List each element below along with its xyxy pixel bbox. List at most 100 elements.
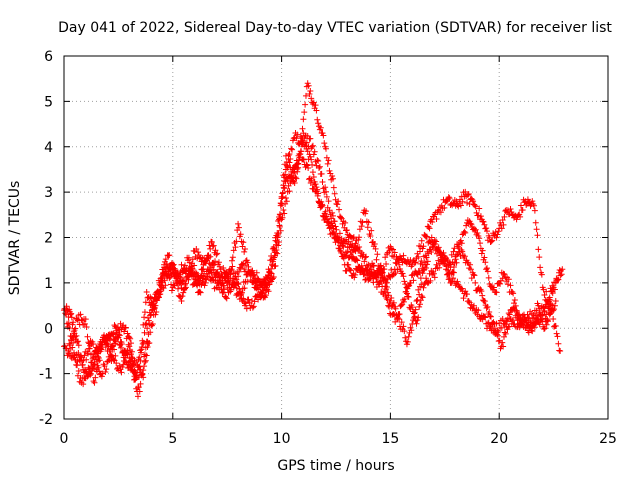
data-point-receiver-1 bbox=[307, 153, 314, 160]
y-tick-label: -1 bbox=[39, 367, 53, 383]
data-point-receiver-2 bbox=[545, 296, 552, 303]
data-point-receiver-4 bbox=[144, 325, 151, 332]
data-point-receiver-4 bbox=[287, 173, 294, 180]
data-point-receiver-4 bbox=[470, 271, 477, 278]
data-point-receiver-4 bbox=[272, 252, 279, 259]
data-point-receiver-4 bbox=[220, 282, 227, 289]
data-point-receiver-4 bbox=[102, 369, 109, 376]
data-point-receiver-4 bbox=[136, 354, 143, 361]
data-point-receiver-2 bbox=[91, 360, 98, 367]
data-point-receiver-3 bbox=[152, 311, 159, 318]
data-point-receiver-2 bbox=[339, 220, 346, 227]
data-point-receiver-4 bbox=[191, 262, 198, 269]
x-tick-label: 5 bbox=[168, 431, 177, 447]
data-point-receiver-3 bbox=[122, 324, 129, 331]
data-point-receiver-4 bbox=[138, 349, 145, 356]
y-tick-label: -2 bbox=[39, 412, 53, 428]
data-point-receiver-4 bbox=[550, 284, 557, 291]
data-point-receiver-2 bbox=[229, 254, 236, 261]
data-point-receiver-3 bbox=[453, 259, 460, 266]
data-point-receiver-4 bbox=[294, 161, 301, 168]
data-point-receiver-1 bbox=[75, 342, 82, 349]
data-point-receiver-2 bbox=[241, 248, 248, 255]
data-point-receiver-2 bbox=[200, 261, 207, 268]
data-point-receiver-2 bbox=[195, 249, 202, 256]
data-point-receiver-1 bbox=[219, 289, 226, 296]
data-point-receiver-4 bbox=[299, 156, 306, 163]
data-point-receiver-4 bbox=[308, 177, 315, 184]
data-point-receiver-3 bbox=[373, 256, 380, 263]
data-point-receiver-2 bbox=[481, 221, 488, 228]
data-point-receiver-4 bbox=[500, 343, 507, 350]
data-point-receiver-3 bbox=[431, 274, 438, 281]
data-point-receiver-1 bbox=[468, 301, 475, 308]
data-point-receiver-4 bbox=[325, 218, 332, 225]
data-point-receiver-1 bbox=[398, 319, 405, 326]
data-point-receiver-2 bbox=[534, 232, 541, 239]
data-point-receiver-4 bbox=[549, 290, 556, 297]
data-point-receiver-2 bbox=[349, 235, 356, 242]
data-point-receiver-2 bbox=[533, 226, 540, 233]
data-point-receiver-3 bbox=[368, 227, 375, 234]
data-point-receiver-4 bbox=[388, 303, 395, 310]
data-point-receiver-2 bbox=[350, 234, 357, 241]
data-point-receiver-4 bbox=[524, 311, 531, 318]
data-point-receiver-2 bbox=[213, 251, 220, 258]
data-point-receiver-3 bbox=[415, 314, 422, 321]
data-point-receiver-1 bbox=[408, 327, 415, 334]
data-point-receiver-2 bbox=[228, 257, 235, 264]
data-point-receiver-1 bbox=[354, 257, 361, 264]
data-point-receiver-1 bbox=[416, 291, 423, 298]
data-point-receiver-1 bbox=[180, 289, 187, 296]
data-point-receiver-3 bbox=[418, 293, 425, 300]
data-point-receiver-3 bbox=[240, 295, 247, 302]
data-point-receiver-3 bbox=[513, 307, 520, 314]
data-point-receiver-1 bbox=[498, 324, 505, 331]
data-point-receiver-4 bbox=[423, 254, 430, 261]
data-point-receiver-2 bbox=[382, 276, 389, 283]
data-point-receiver-1 bbox=[309, 169, 316, 176]
data-point-receiver-4 bbox=[111, 346, 118, 353]
data-point-receiver-4 bbox=[419, 265, 426, 272]
data-point-receiver-4 bbox=[547, 297, 554, 304]
data-point-receiver-4 bbox=[529, 314, 536, 321]
data-point-receiver-4 bbox=[417, 260, 424, 267]
data-point-receiver-2 bbox=[181, 281, 188, 288]
data-point-receiver-3 bbox=[501, 271, 508, 278]
data-point-receiver-2 bbox=[309, 101, 316, 108]
data-point-receiver-4 bbox=[126, 361, 133, 368]
data-point-receiver-2 bbox=[163, 260, 170, 267]
data-point-receiver-2 bbox=[433, 215, 440, 222]
data-point-receiver-2 bbox=[383, 279, 390, 286]
data-point-receiver-1 bbox=[529, 328, 536, 335]
data-point-receiver-4 bbox=[178, 280, 185, 287]
data-point-receiver-4 bbox=[267, 270, 274, 277]
data-point-receiver-2 bbox=[244, 259, 251, 266]
data-point-receiver-2 bbox=[480, 218, 487, 225]
data-point-receiver-3 bbox=[409, 304, 416, 311]
data-point-receiver-4 bbox=[162, 282, 169, 289]
data-point-receiver-2 bbox=[553, 330, 560, 337]
data-point-receiver-3 bbox=[65, 347, 72, 354]
data-point-receiver-2 bbox=[240, 239, 247, 246]
data-point-receiver-1 bbox=[113, 360, 120, 367]
data-point-receiver-2 bbox=[531, 202, 538, 209]
data-point-receiver-1 bbox=[413, 298, 420, 305]
data-point-receiver-2 bbox=[517, 202, 524, 209]
data-point-receiver-2 bbox=[352, 240, 359, 247]
data-point-receiver-2 bbox=[302, 101, 309, 108]
data-point-receiver-4 bbox=[441, 253, 448, 260]
data-point-receiver-3 bbox=[362, 210, 369, 217]
data-point-receiver-2 bbox=[446, 195, 453, 202]
data-point-receiver-3 bbox=[363, 208, 370, 215]
data-point-receiver-4 bbox=[65, 320, 72, 327]
data-point-receiver-1 bbox=[222, 294, 229, 301]
data-point-receiver-1 bbox=[199, 266, 206, 273]
data-point-receiver-4 bbox=[192, 269, 199, 276]
data-point-receiver-4 bbox=[165, 272, 172, 279]
data-point-receiver-2 bbox=[128, 354, 135, 361]
data-point-receiver-2 bbox=[498, 225, 505, 232]
data-point-receiver-2 bbox=[476, 205, 483, 212]
data-point-receiver-2 bbox=[124, 351, 131, 358]
data-point-receiver-4 bbox=[332, 230, 339, 237]
